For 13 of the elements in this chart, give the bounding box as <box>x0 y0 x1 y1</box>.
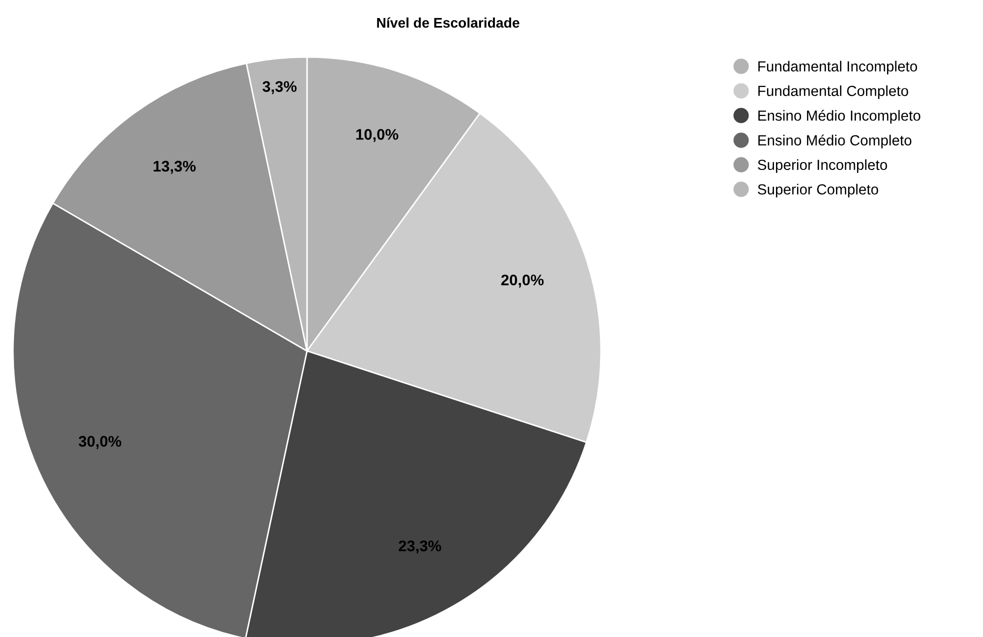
data-label: 23,3% <box>398 540 442 554</box>
legend-label: Fundamental Incompleto <box>758 60 918 74</box>
legend-label: Ensino Médio Incompleto <box>758 110 920 124</box>
legend-label: Fundamental Completo <box>758 85 908 99</box>
data-label: 30,0% <box>78 436 122 449</box>
data-label: 10,0% <box>356 129 398 142</box>
data-label: 3,3% <box>262 81 297 94</box>
data-label: 13,3% <box>154 160 196 174</box>
legend-label: Superior Completo <box>758 184 878 198</box>
data-label: 20,0% <box>501 274 544 288</box>
legend-label: Ensino Médio Completo <box>758 134 912 148</box>
legend-label: Superior Incompleto <box>758 159 888 173</box>
chart-title: Nível de Escolaridade <box>377 17 520 28</box>
